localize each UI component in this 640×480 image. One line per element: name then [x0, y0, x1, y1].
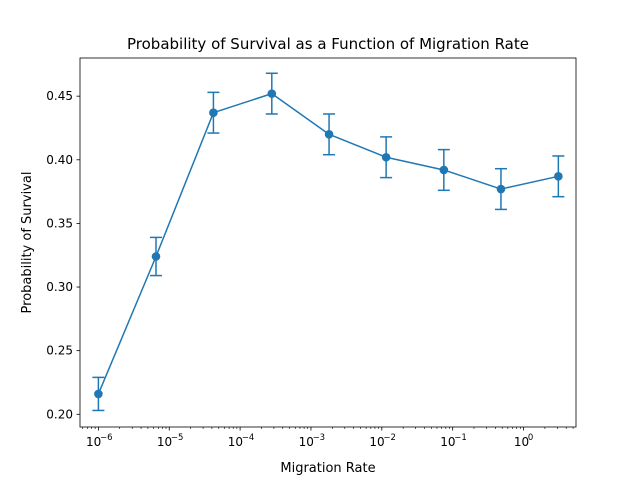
x-tick-label-exponent: −3 — [313, 433, 326, 443]
x-tick-label-base: 10 — [228, 435, 243, 449]
x-tick-label-base: 10 — [86, 435, 101, 449]
x-tick-label-base: 10 — [369, 435, 384, 449]
plot-area — [92, 72, 565, 412]
x-tick-label: 100 — [514, 433, 533, 449]
x-tick-label-exponent: −4 — [242, 433, 255, 443]
data-point — [267, 89, 277, 98]
y-axis-label: Probability of Survival — [20, 172, 35, 314]
data-point — [94, 389, 103, 399]
y-tick-label: 0.40 — [46, 153, 73, 167]
y-tick-label: 0.25 — [46, 344, 73, 358]
data-point — [439, 165, 449, 175]
data-point — [554, 172, 563, 181]
y-axis: 0.20 0.25 0.30 0.35 0.40 0.45 — [46, 89, 80, 421]
data-point — [151, 252, 161, 261]
x-tick-label-base: 10 — [299, 435, 314, 449]
data-point — [324, 130, 334, 139]
x-tick-label-base: 10 — [157, 435, 172, 449]
x-axis-label: Migration Rate — [280, 461, 375, 476]
data-point — [209, 108, 218, 118]
y-tick-label: 0.45 — [46, 89, 73, 103]
x-tick-label: 10−1 — [440, 433, 467, 449]
x-axis: 10−6 10−5 10−4 10−3 10−2 10−1 100 — [82, 427, 574, 449]
x-tick-label: 10−6 — [86, 433, 113, 449]
x-tick-label: 10−3 — [299, 433, 326, 449]
data-point — [381, 152, 391, 162]
axes-frame — [79, 57, 577, 428]
data-point — [496, 184, 506, 194]
x-tick-label-exponent: 0 — [528, 433, 533, 443]
x-tick-label-exponent: −5 — [171, 433, 184, 443]
x-tick-label-base: 10 — [514, 435, 529, 449]
y-tick-label: 0.20 — [46, 407, 73, 421]
x-tick-label: 10−4 — [228, 433, 255, 449]
y-tick-label: 0.30 — [46, 280, 73, 294]
x-tick-label-exponent: −2 — [383, 433, 396, 443]
chart-title: Probability of Survival as a Function of… — [127, 35, 529, 53]
x-tick-label-base: 10 — [440, 435, 455, 449]
x-tick-label-exponent: −1 — [454, 433, 467, 443]
y-tick-label: 0.35 — [46, 216, 73, 230]
x-tick-label-exponent: −6 — [100, 433, 113, 443]
x-tick-label: 10−5 — [157, 433, 184, 449]
x-tick-label: 10−2 — [369, 433, 396, 449]
